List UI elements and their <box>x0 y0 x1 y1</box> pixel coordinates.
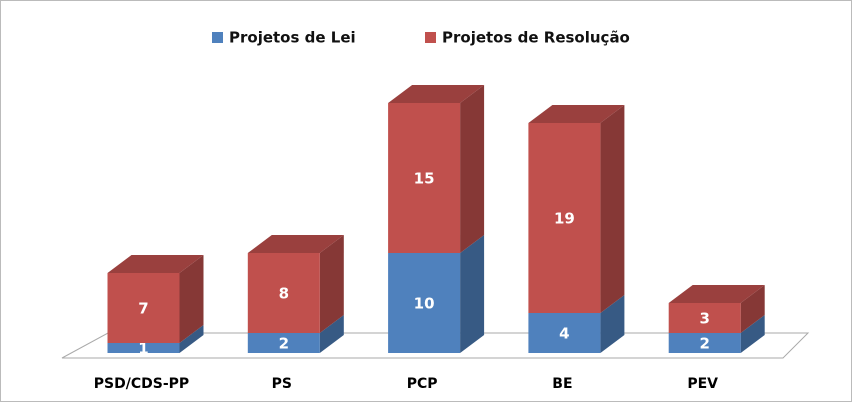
bar <box>528 313 601 353</box>
data-label: 7 <box>138 300 148 318</box>
bar-top <box>668 285 765 303</box>
data-label: 19 <box>554 210 575 228</box>
legend-label: Projetos de Lei <box>229 29 356 47</box>
bar-side <box>460 85 485 253</box>
bar <box>528 123 601 313</box>
bar-side <box>179 325 204 353</box>
bar-side <box>460 235 485 353</box>
bar-side <box>600 105 625 313</box>
bar-side <box>319 315 344 353</box>
bar-top <box>247 235 344 253</box>
bar-side <box>319 235 344 333</box>
x-tick-label: BE <box>552 376 572 392</box>
legend-swatch <box>425 32 436 43</box>
data-label: 4 <box>559 325 569 343</box>
bar <box>668 303 741 333</box>
bar <box>388 253 461 353</box>
bar <box>107 343 180 353</box>
bar <box>388 103 461 253</box>
bar-side <box>179 255 204 343</box>
legend-label: Projetos de Resolução <box>442 29 630 47</box>
x-tick-label: PSD/CDS-PP <box>94 376 189 392</box>
bar-side <box>600 295 625 353</box>
x-tick-label: PS <box>272 376 292 392</box>
bar <box>247 253 320 333</box>
data-label: 8 <box>279 285 289 303</box>
bar <box>107 273 180 343</box>
x-tick-label: PCP <box>407 376 438 392</box>
bar-top <box>528 105 625 123</box>
bar-top <box>388 85 485 103</box>
bar <box>247 333 320 353</box>
data-label: 3 <box>699 310 709 328</box>
data-label: 10 <box>414 295 435 313</box>
x-tick-label: PEV <box>687 376 718 392</box>
bar <box>668 333 741 353</box>
data-label: 15 <box>414 170 435 188</box>
legend-swatch <box>212 32 223 43</box>
data-label: 1 <box>138 340 148 358</box>
bar-side <box>740 315 765 353</box>
data-label: 2 <box>699 335 709 353</box>
bar-top <box>107 255 204 273</box>
data-label: 2 <box>279 335 289 353</box>
bar-side <box>740 285 765 333</box>
